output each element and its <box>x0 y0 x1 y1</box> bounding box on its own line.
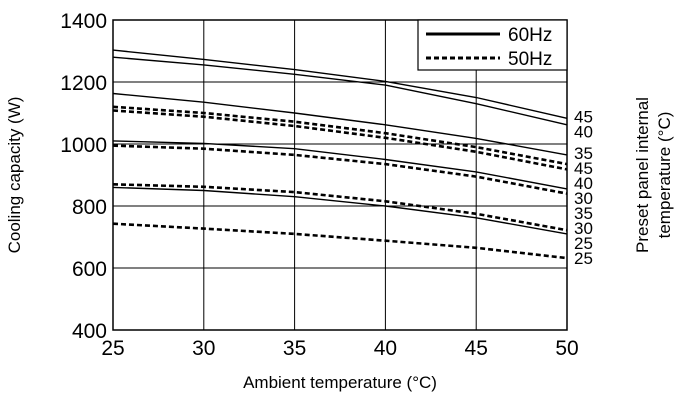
x-tick-label: 35 <box>283 337 306 360</box>
series-line-50hz-30 <box>112 183 568 232</box>
series-line-60hz-30 <box>112 140 568 190</box>
right-axis-label-line1: Preset panel internal <box>633 97 652 253</box>
y-axis-label: Cooling capacity (W) <box>5 97 24 254</box>
series-line-60hz-45 <box>112 49 568 119</box>
legend-label-50hz: 50Hz <box>508 49 552 70</box>
y-tick-label: 600 <box>72 258 107 281</box>
y-tick-label: 1200 <box>60 72 107 95</box>
plot-frame <box>112 19 568 331</box>
y-tick-label: 400 <box>72 320 107 343</box>
x-tick-label: 25 <box>101 337 124 360</box>
x-axis-label: Ambient temperature (°C) <box>243 373 437 392</box>
end-label-60hz-45: 45 <box>574 107 593 126</box>
tick-labels: 25 30 35 40 45 50 400 600 800 1000 1200 1400 <box>60 10 578 360</box>
x-tick-label: 45 <box>465 337 488 360</box>
right-axis-label-line2: temperature (°C) <box>655 112 674 239</box>
series-line-60hz-25 <box>112 186 568 235</box>
end-label-50hz-45: 45 <box>574 159 593 178</box>
end-label-50hz-25: 25 <box>574 249 593 268</box>
end-label-50hz-40: 40 <box>574 174 593 193</box>
end-label-60hz-25: 25 <box>574 234 593 253</box>
x-tick-label: 50 <box>555 337 578 360</box>
series-line-50hz-25 <box>112 222 568 260</box>
series-line-50hz-35 <box>112 144 568 195</box>
series-line-60hz-40 <box>112 56 568 126</box>
end-label-50hz-35: 35 <box>574 204 593 223</box>
end-label-60hz-40: 40 <box>574 122 593 141</box>
legend-box <box>417 19 568 71</box>
end-label-60hz-30: 30 <box>574 189 593 208</box>
y-tick-label: 1400 <box>60 10 107 33</box>
legend-label-60hz: 60Hz <box>508 25 552 46</box>
series-line-50hz-45 <box>112 105 568 166</box>
x-tick-label: 30 <box>192 337 215 360</box>
y-tick-label: 1000 <box>60 134 107 157</box>
y-tick-label: 800 <box>72 196 107 219</box>
end-label-60hz-35: 35 <box>574 144 593 163</box>
series-line-50hz-40 <box>112 109 568 171</box>
series-line-60hz-35 <box>112 92 568 156</box>
x-tick-label: 40 <box>374 337 397 360</box>
legend: 60Hz 50Hz <box>417 19 568 71</box>
end-label-50hz-30: 30 <box>574 219 593 238</box>
series-layer <box>112 49 568 260</box>
